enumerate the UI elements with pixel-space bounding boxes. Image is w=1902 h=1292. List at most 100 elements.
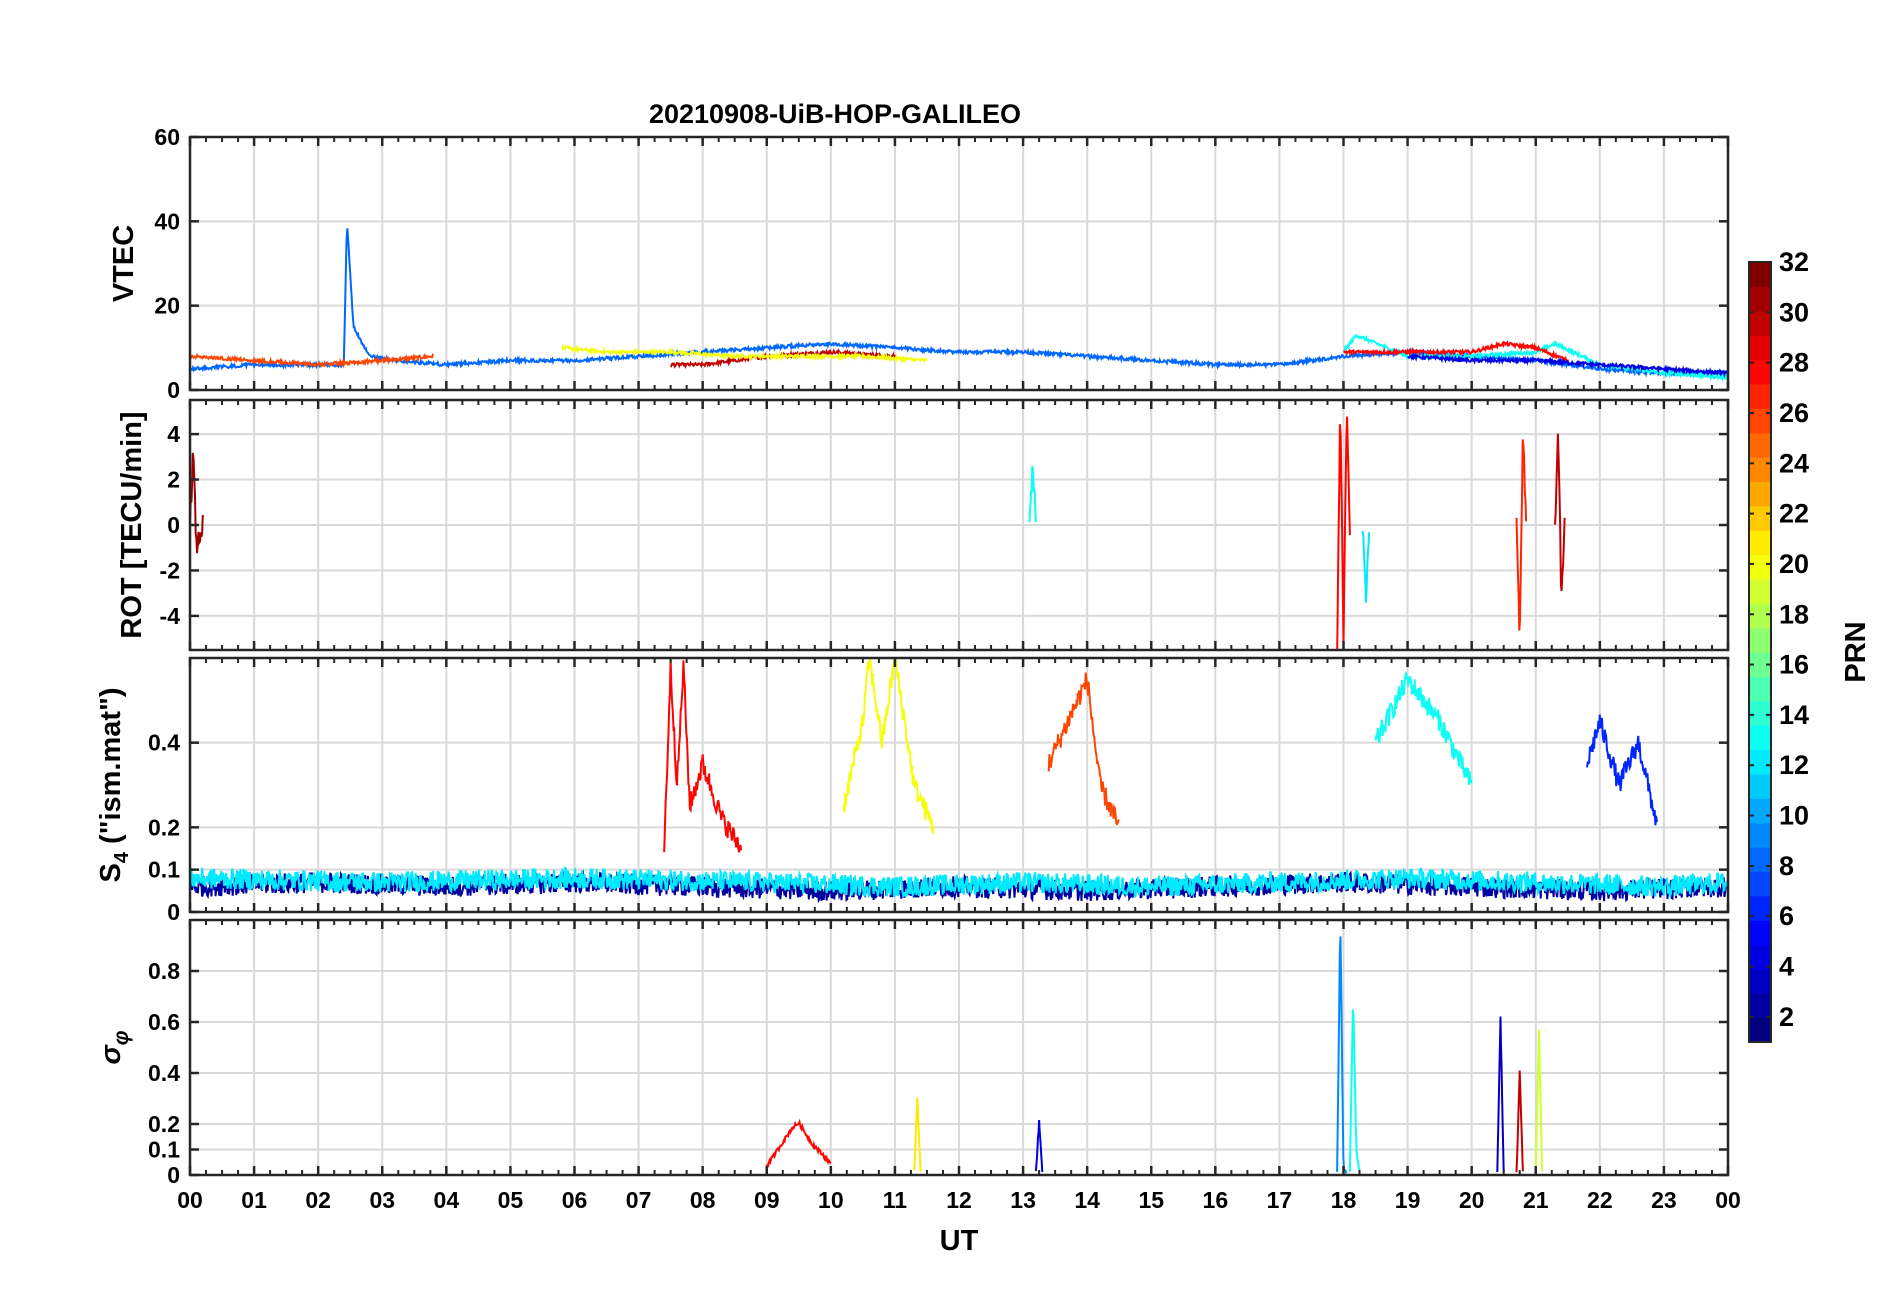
colorbar-band (1749, 578, 1771, 604)
x-tick-label: 11 (883, 1187, 908, 1213)
colorbar-band (1749, 798, 1771, 824)
colorbar-band (1749, 920, 1771, 946)
y-tick-label: 40 (154, 208, 180, 234)
series-line-prn-12 (190, 866, 1728, 900)
colorbar-tick-label: 2 (1779, 1002, 1794, 1032)
x-tick-label: 06 (562, 1187, 588, 1213)
x-tick-label: 16 (1203, 1187, 1229, 1213)
x-tick-label: 01 (241, 1187, 267, 1213)
colorbar-band (1749, 993, 1771, 1019)
x-tick-label: 10 (818, 1187, 844, 1213)
colorbar-band (1749, 408, 1771, 434)
colorbar-band (1749, 627, 1771, 653)
colorbar-label: PRN (1840, 621, 1872, 682)
colorbar-band (1749, 749, 1771, 775)
colorbar-band (1749, 359, 1771, 385)
series-line-prn-30 (1515, 1070, 1524, 1173)
y-tick-label: 0 (167, 512, 180, 538)
x-tick-label: 21 (1523, 1187, 1549, 1213)
series-line-prn-4 (1034, 1119, 1044, 1173)
x-tick-label: 09 (754, 1187, 780, 1213)
colorbar-band (1749, 457, 1771, 482)
series-group (765, 936, 1544, 1175)
colorbar-band (1749, 432, 1771, 458)
colorbar-tick-label: 16 (1779, 650, 1809, 680)
colorbar-tick-label: 22 (1779, 499, 1809, 529)
x-tick-label: 03 (369, 1187, 395, 1213)
colorbar-band (1749, 968, 1771, 994)
colorbar-band (1749, 822, 1771, 848)
y-tick-label: -4 (160, 603, 181, 629)
x-tick-label: 00 (1715, 1187, 1741, 1213)
series-line-prn-6 (1586, 714, 1659, 826)
x-tick-label: 18 (1331, 1187, 1357, 1213)
colorbar-band (1749, 895, 1771, 921)
series-line-prn-28 (1343, 339, 1569, 364)
series-line-prn-20 (842, 658, 935, 834)
y-tick-label: 0 (167, 1162, 180, 1188)
colorbar-band (1749, 262, 1771, 287)
y-axis-label: VTEC (108, 225, 140, 302)
series-line-prn-26 (190, 352, 435, 369)
colorbar-tick-label: 24 (1779, 448, 1809, 478)
series-line-prn-28 (663, 658, 743, 853)
panel-4: 00.10.2 0.4 0.6 0.8 σφ (95, 918, 1730, 1188)
colorbar-band (1749, 1017, 1771, 1043)
y-tick-label: 2 (167, 467, 180, 493)
series-line-prn-13 (1028, 466, 1037, 523)
x-tick-label: 12 (946, 1187, 972, 1213)
y-tick-label: 0.2 (148, 1111, 180, 1137)
colorbar-tick-label: 14 (1779, 700, 1809, 730)
colorbar-band (1749, 871, 1771, 897)
colorbar-band (1749, 773, 1771, 799)
series-line-prn-13 (1348, 1009, 1361, 1173)
x-tick-label: 19 (1395, 1187, 1421, 1213)
colorbar-band (1749, 383, 1771, 409)
colorbar-tick-label: 6 (1779, 901, 1794, 931)
series-group (190, 228, 1728, 383)
series-group (190, 658, 1728, 904)
series-line-prn-30 (1554, 433, 1566, 592)
chart-title: 20210908-UiB-HOP-GALILEO (649, 99, 1021, 129)
series-line-prn-31 (190, 452, 204, 554)
y-axis-label: S4 ("ism.mat") (95, 688, 133, 883)
x-tick-label: 07 (626, 1187, 652, 1213)
y-axis-label-part: 4 (111, 851, 133, 863)
colorbar-band (1749, 725, 1771, 751)
series-line-prn-26 (1047, 672, 1120, 826)
y-tick-label: 0.1 (148, 1137, 180, 1163)
colorbar-tick-label: 28 (1779, 348, 1809, 378)
panel-3: 0 0.1 0.2 0.4 S4 ("ism.mat") (95, 656, 1730, 925)
y-tick-label: 0.4 (148, 1060, 180, 1086)
y-tick-label: 0 (167, 377, 180, 403)
colorbar-tick-label: 30 (1779, 297, 1809, 327)
x-tick-label: 14 (1074, 1187, 1100, 1213)
colorbar-tick-label: 18 (1779, 599, 1809, 629)
y-tick-label: 0.2 (148, 814, 180, 840)
colorbar-band (1749, 505, 1771, 531)
colorbar-band (1749, 530, 1771, 556)
y-axis-label-part: φ (110, 1030, 133, 1045)
y-tick-label: -2 (160, 557, 180, 583)
series-line-prn-13 (1342, 334, 1728, 383)
y-axis-label-part: S (95, 863, 127, 882)
y-axis-label: σφ (95, 1030, 133, 1064)
series-line-prn-20 (561, 344, 928, 364)
y-tick-label: 20 (154, 293, 180, 319)
colorbar-tick-label: 20 (1779, 549, 1809, 579)
series-line-prn-9 (1336, 936, 1348, 1175)
y-tick-label: 0.8 (148, 958, 180, 984)
panel-2: -4 -2 0 2 4 ROT [TECU/min] (116, 398, 1730, 652)
colorbar-band (1749, 676, 1771, 702)
colorbar-band (1749, 847, 1771, 872)
panel-1: 0 20 40 60 VTEC (108, 124, 1730, 403)
x-tick-label: 23 (1651, 1187, 1677, 1213)
colorbar-band (1749, 335, 1771, 361)
y-tick-label: 0.6 (148, 1009, 180, 1035)
colorbar-band (1749, 652, 1771, 677)
colorbar-tick-label: 26 (1779, 398, 1809, 428)
x-tick-label: 00 (177, 1187, 203, 1213)
y-tick-label: 60 (154, 124, 180, 150)
